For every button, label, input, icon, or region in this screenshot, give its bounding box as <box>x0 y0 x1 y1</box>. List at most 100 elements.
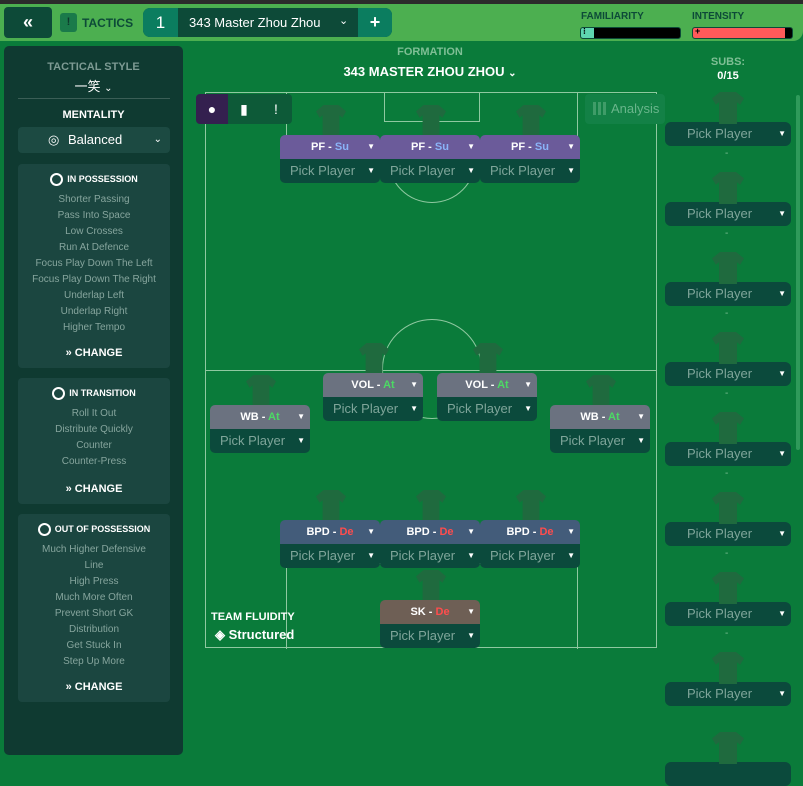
mentality-label: MENTALITY <box>62 109 125 121</box>
tactic-name[interactable]: 343 Master Zhou Zhou <box>189 15 321 30</box>
role-name: BPD <box>506 526 530 538</box>
formation-label: FORMATION <box>397 46 463 58</box>
tactic-number[interactable]: 1 <box>143 8 178 37</box>
dropdown-arrow-icon: ▼ <box>567 166 575 175</box>
pick-player-select[interactable]: Pick Player ▼ <box>210 429 310 453</box>
empty-marker: - <box>725 148 729 159</box>
role-select[interactable]: BPD - De ▼ <box>380 520 480 544</box>
pick-player-select[interactable]: Pick Player ▼ <box>437 397 537 421</box>
sub-slot[interactable]: Pick Player ▼ <box>665 652 791 706</box>
sub-slot[interactable]: Pick Player ▼ - <box>665 572 791 639</box>
stats-view-button[interactable]: ▮ <box>228 94 260 124</box>
position-slot: SK - De ▼ Pick Player ▼ <box>380 570 480 648</box>
plus-icon: + <box>695 27 701 36</box>
pick-player-select[interactable]: Pick Player ▼ <box>380 624 480 648</box>
dropdown-arrow-icon: ▼ <box>367 142 375 151</box>
pick-player-label: Pick Player <box>687 366 753 381</box>
dropdown-arrow-icon: ▼ <box>467 551 475 560</box>
tactics-sidebar: TACTICAL STYLE 一笑 ⌄ MENTALITY ◎ Balanced… <box>4 46 183 755</box>
position-slot: WB - At ▼ Pick Player ▼ <box>210 375 310 453</box>
pick-player-label: Pick Player <box>390 548 456 563</box>
role-select[interactable]: PF - Su ▼ <box>480 135 580 159</box>
tactical-style-select[interactable]: 一笑 ⌄ <box>4 76 183 95</box>
dropdown-arrow-icon: ▼ <box>410 380 418 389</box>
add-tactic-button[interactable]: + <box>358 8 392 37</box>
shirt-icon <box>712 732 744 764</box>
tactic-view-button[interactable]: ! <box>260 94 292 124</box>
role-select[interactable]: VOL - At ▼ <box>437 373 537 397</box>
tactical-style-label: TACTICAL STYLE <box>47 61 140 73</box>
pick-player-label: Pick Player <box>290 548 356 563</box>
role-name: WB <box>240 411 259 423</box>
role-name: WB <box>580 411 599 423</box>
familiarity-bar[interactable]: ⁝ <box>580 27 681 39</box>
change-button[interactable]: » CHANGE <box>18 680 170 694</box>
sub-slot[interactable]: Pick Player ▼ - <box>665 252 791 319</box>
instruction-item: Line <box>84 560 104 571</box>
double-chevron-left-icon: « <box>22 12 33 32</box>
mentality-select[interactable]: ◎ Balanced ⌄ <box>18 127 170 153</box>
shirt-icon <box>712 92 744 124</box>
role-select[interactable]: PF - Su ▼ <box>380 135 480 159</box>
card-title-text: OUT OF POSSESSION <box>54 524 151 534</box>
change-button[interactable]: » CHANGE <box>18 346 170 360</box>
subs-count: 0/15 <box>717 70 739 82</box>
role-duty: Su <box>534 141 549 153</box>
sub-slot[interactable]: Pick Player ▼ - <box>665 412 791 479</box>
change-label: CHANGE <box>74 483 123 495</box>
intensity-bar[interactable]: + <box>692 27 793 39</box>
pick-player-select[interactable]: Pick Player ▼ <box>480 159 580 183</box>
pick-player-select[interactable]: Pick Player ▼ <box>280 159 380 183</box>
role-select[interactable]: VOL - At ▼ <box>323 373 423 397</box>
pick-player-select[interactable]: Pick Player ▼ <box>280 544 380 568</box>
pick-player-select[interactable]: Pick Player ▼ <box>480 544 580 568</box>
sub-slot[interactable]: Pick Player ▼ - <box>665 492 791 559</box>
dropdown-arrow-icon: ▼ <box>367 166 375 175</box>
chevron-down-icon: ⌄ <box>508 68 517 79</box>
sub-slot[interactable]: Pick Player ▼ - <box>665 332 791 399</box>
shirt-icon <box>712 652 744 684</box>
role-select[interactable]: BPD - De ▼ <box>480 520 580 544</box>
formation-select[interactable]: 343 MASTER ZHOU ZHOU ⌄ <box>300 64 560 79</box>
shirt-icon <box>712 412 744 444</box>
intensity-fill <box>693 28 786 38</box>
analysis-button[interactable]: Analysis <box>585 94 665 124</box>
pick-player-label: Pick Player <box>687 126 753 141</box>
instruction-item: Distribute Quickly <box>55 424 133 435</box>
familiarity-label: FAMILIARITY <box>581 11 644 22</box>
diamond-icon: ◈ <box>215 627 225 642</box>
tactic-selector[interactable]: 1 343 Master Zhou Zhou ⌄ + <box>143 8 392 37</box>
change-button[interactable]: » CHANGE <box>18 482 170 496</box>
role-select[interactable]: BPD - De ▼ <box>280 520 380 544</box>
formation-value: 343 MASTER ZHOU ZHOU <box>343 64 505 79</box>
tactics-label: TACTICS <box>82 16 134 30</box>
back-button[interactable]: « <box>4 7 52 38</box>
role-select[interactable]: WB - At ▼ <box>210 405 310 429</box>
sub-slot[interactable] <box>665 732 791 786</box>
sub-slot[interactable]: Pick Player ▼ - <box>665 172 791 239</box>
dropdown-arrow-icon: ▼ <box>467 607 475 616</box>
role-name: VOL <box>465 379 488 391</box>
pick-player-label: Pick Player <box>687 446 753 461</box>
sub-slot[interactable]: Pick Player ▼ - <box>665 92 791 159</box>
role-select[interactable]: WB - At ▼ <box>550 405 650 429</box>
role-select[interactable]: SK - De ▼ <box>380 600 480 624</box>
card-title: IN TRANSITION <box>18 386 170 401</box>
view-toggle: ● ▮ ! <box>196 94 292 124</box>
pick-player-label: Pick Player <box>560 433 626 448</box>
chevron-down-icon[interactable]: ⌄ <box>339 15 349 27</box>
pick-player-select[interactable]: Pick Player ▼ <box>380 544 480 568</box>
instruction-item: Counter-Press <box>61 456 127 467</box>
card-title-text: IN POSSESSION <box>67 174 138 184</box>
pick-player-label: Pick Player <box>687 686 753 701</box>
role-select[interactable]: PF - Su ▼ <box>280 135 380 159</box>
pick-player-select[interactable]: Pick Player ▼ <box>380 159 480 183</box>
player-view-button[interactable]: ● <box>196 94 228 124</box>
subs-scrollbar[interactable] <box>796 95 800 450</box>
pick-player-select[interactable]: Pick Player ▼ <box>323 397 423 421</box>
team-fluidity-label: TEAM FLUIDITY <box>211 611 295 623</box>
mentality-icon: ◎ <box>48 132 60 147</box>
chevron-down-icon: ⌄ <box>104 83 113 94</box>
pick-player-select[interactable]: Pick Player ▼ <box>550 429 650 453</box>
role-duty: De <box>435 606 450 618</box>
